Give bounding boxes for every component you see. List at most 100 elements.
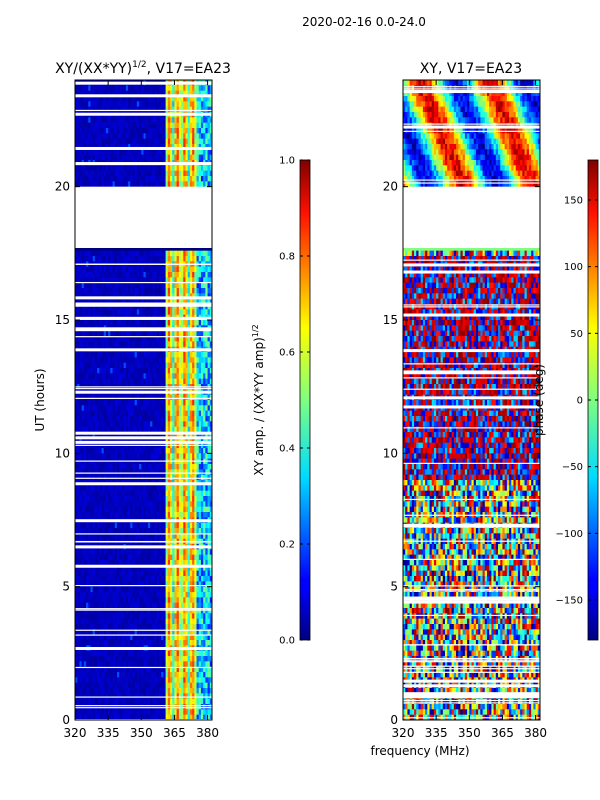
heatmap-cell xyxy=(207,250,211,257)
heatmap-cell xyxy=(174,320,178,326)
heatmap-cell xyxy=(167,181,171,188)
heatmap-cell xyxy=(125,165,129,172)
heatmap-cell xyxy=(185,256,189,262)
heatmap-cell xyxy=(150,352,153,358)
heatmap-cell xyxy=(143,410,147,417)
heatmap-cell xyxy=(187,432,191,438)
heatmap-cell xyxy=(150,288,153,294)
heatmap-cell xyxy=(178,533,182,540)
heatmap-cell xyxy=(156,117,160,124)
heatmap-cell xyxy=(183,154,186,161)
heatmap-cell xyxy=(77,144,80,150)
heatmap-cell xyxy=(145,416,149,422)
heatmap-cell xyxy=(194,165,197,172)
heatmap-cell xyxy=(134,421,138,428)
heatmap-cell xyxy=(158,309,162,316)
heatmap-cell xyxy=(205,357,208,364)
heatmap-cell xyxy=(88,154,91,161)
heatmap-cell xyxy=(189,549,193,556)
heatmap-cell xyxy=(185,144,189,150)
heatmap-cell xyxy=(143,368,147,374)
heatmap-cell xyxy=(209,416,212,422)
heatmap-cell xyxy=(121,378,125,385)
heatmap-cell xyxy=(181,362,184,369)
heatmap-cell xyxy=(110,400,113,406)
heatmap-cell xyxy=(134,176,138,182)
heatmap-cell xyxy=(130,522,133,529)
heatmap-cell xyxy=(125,416,129,422)
heatmap-cell xyxy=(77,448,80,454)
heatmap-cell xyxy=(112,416,116,422)
heatmap-cell xyxy=(112,485,116,492)
heatmap-cell xyxy=(143,250,147,257)
heatmap-cell xyxy=(192,453,195,460)
heatmap-cell xyxy=(156,96,160,102)
heatmap-cell xyxy=(99,378,102,385)
heatmap-cell xyxy=(200,330,204,337)
heatmap-cell xyxy=(209,432,212,438)
heatmap-cell xyxy=(143,352,147,358)
heatmap-cell xyxy=(176,106,180,113)
heatmap-cell xyxy=(192,560,195,566)
heatmap-cell xyxy=(121,421,125,428)
heatmap-cell xyxy=(203,90,206,97)
heatmap-cell xyxy=(132,293,136,300)
heatmap-cell xyxy=(185,101,189,108)
heatmap-cell xyxy=(92,485,96,492)
heatmap-cell xyxy=(172,394,175,401)
heatmap-cell xyxy=(112,293,116,300)
heatmap-cell xyxy=(183,496,186,502)
heatmap-cell xyxy=(172,378,175,385)
heatmap-cell xyxy=(132,421,136,428)
heatmap-cell xyxy=(110,341,113,348)
heatmap-cell xyxy=(121,154,125,161)
heatmap-cell xyxy=(154,256,158,262)
heatmap-cell xyxy=(121,437,125,444)
heatmap-cell xyxy=(134,362,138,369)
heatmap-cell xyxy=(121,426,125,433)
heatmap-cell xyxy=(83,117,87,124)
heatmap-cell xyxy=(88,90,91,97)
heatmap-cell xyxy=(161,522,164,529)
heatmap-cell xyxy=(189,560,193,566)
heatmap-cell xyxy=(172,117,175,124)
heatmap-cell xyxy=(139,501,142,508)
heatmap-cell xyxy=(209,272,212,278)
heatmap-cell xyxy=(114,533,118,540)
heatmap-cell xyxy=(134,469,138,476)
heatmap-cell xyxy=(207,128,211,134)
heatmap-cell xyxy=(101,266,105,273)
heatmap-cell xyxy=(172,282,175,289)
heatmap-cell xyxy=(161,165,164,172)
heatmap-cell xyxy=(90,128,94,134)
heatmap-cell xyxy=(83,352,87,358)
heatmap-cell xyxy=(145,106,149,113)
heatmap-cell xyxy=(147,426,151,433)
heatmap-cell xyxy=(152,554,155,561)
heatmap-cell xyxy=(130,474,133,481)
heatmap-cell xyxy=(101,522,105,529)
heatmap-cell xyxy=(105,490,109,497)
heatmap-cell xyxy=(134,474,138,481)
heatmap-cell xyxy=(130,362,133,369)
heatmap-cell xyxy=(198,560,202,566)
heatmap-cell xyxy=(110,282,113,289)
heatmap-cell xyxy=(147,368,151,374)
heatmap-cell xyxy=(189,128,193,134)
heatmap-cell xyxy=(86,352,89,358)
heatmap-cell xyxy=(209,256,212,262)
heatmap-cell xyxy=(187,464,191,470)
heatmap-cell xyxy=(105,405,109,412)
heatmap-cell xyxy=(150,250,153,257)
heatmap-cell xyxy=(105,528,109,534)
heatmap-cell xyxy=(207,464,211,470)
heatmap-cell xyxy=(181,181,184,188)
heatmap-cell xyxy=(150,426,153,433)
heatmap-cell xyxy=(196,170,200,177)
heatmap-cell xyxy=(94,522,98,529)
heatmap-cell xyxy=(167,410,171,417)
heatmap-cell xyxy=(81,352,85,358)
heatmap-cell xyxy=(143,496,147,502)
heatmap-cell xyxy=(183,272,186,278)
heatmap-cell xyxy=(178,485,182,492)
